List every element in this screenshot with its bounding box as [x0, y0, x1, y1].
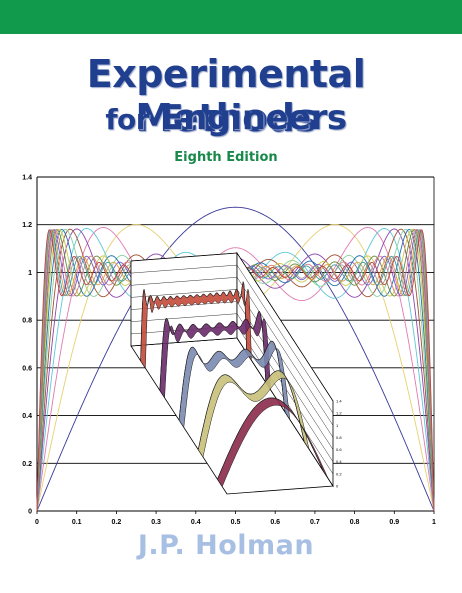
x-tick-label-0: 0 — [35, 519, 39, 526]
y-tick-label-0: 0 — [28, 509, 32, 516]
x-tick-label-5: 0.5 — [231, 519, 241, 526]
inset-z-tick-3: 0.6 — [336, 447, 342, 452]
inset-ribbon-edge-3 — [197, 370, 305, 450]
x-tick-label-1: 0.1 — [72, 519, 82, 526]
y-tick-label-7: 1.4 — [22, 175, 32, 182]
x-tick-label-7: 0.7 — [310, 519, 320, 526]
x-tick-label-2: 0.2 — [112, 519, 122, 526]
cover-title-line1: Experimental Methods — [86, 52, 366, 140]
series-line-0 — [36, 206, 435, 512]
cover-title-line2: for Engineers — [0, 96, 452, 142]
title-prefix: for — [105, 103, 150, 136]
y-tick-label-4: 0.8 — [22, 318, 32, 325]
inset-z-tick-7: 1.4 — [336, 399, 342, 404]
inset-grid-6 — [130, 264, 334, 414]
y-tick-label-6: 1.2 — [22, 222, 32, 229]
x-tick-label-8: 0.8 — [350, 519, 360, 526]
x-tick-label-3: 0.3 — [151, 519, 161, 526]
title-main: Engineers — [160, 98, 347, 138]
y-tick-labels: 0 0.2 0.4 0.6 0.8 1 1.2 1.4 — [22, 175, 32, 516]
top-color-band — [0, 0, 462, 34]
author-name: J.P. Holman — [137, 530, 315, 561]
inset-grid-7 — [130, 252, 334, 402]
inset-z-tick-2: 0.4 — [336, 459, 342, 464]
y-tick-label-2: 0.4 — [22, 413, 32, 420]
inset-3d-chart: 0 0.2 0.4 0.6 0.8 1 1.2 1.4 — [130, 251, 342, 495]
inset-grid-5 — [130, 277, 334, 426]
inset-z-tick-1: 0.2 — [336, 471, 342, 476]
x-tick-labels: 0 0.1 0.2 0.3 0.4 0.5 0.6 0.7 0.8 0.9 1 — [35, 519, 436, 526]
y-tick-label-1: 0.2 — [22, 461, 32, 468]
y-tick-label-5: 1 — [28, 270, 32, 277]
inset-ribbon-edge-4 — [217, 397, 324, 480]
inset-z-tick-5: 1 — [336, 423, 339, 428]
inset-ribbon-edge-1 — [159, 311, 267, 391]
x-tick-label-10: 1 — [432, 519, 436, 526]
series-line-2 — [36, 227, 435, 512]
fourier-series-chart: 0 0.2 0.4 0.6 0.8 1 1.2 1.4 0 0.1 0.2 0.3 0.4 0.5 0.6… — [22, 175, 436, 527]
inset-z-tick-6: 1.2 — [336, 411, 342, 416]
inset-z-tick-0: 0 — [336, 484, 339, 489]
x-tick-label-9: 0.9 — [389, 519, 399, 526]
edition-label: Eighth Edition — [174, 150, 278, 165]
chart-gridlines — [36, 176, 435, 514]
y-tick-label-3: 0.6 — [22, 365, 32, 372]
x-tick-label-4: 0.4 — [191, 519, 201, 526]
x-tick-label-6: 0.6 — [270, 519, 280, 526]
inset-ribbon-edge-2 — [178, 340, 286, 421]
inset-z-tick-4: 0.8 — [336, 435, 342, 440]
inset-ribbon-edge-0 — [140, 281, 247, 361]
